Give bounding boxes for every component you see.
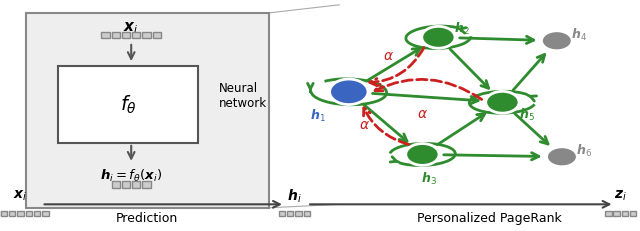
Text: $\boldsymbol{x}_i$: $\boldsymbol{x}_i$ xyxy=(124,20,139,36)
Text: Personalized PageRank: Personalized PageRank xyxy=(417,211,562,224)
Bar xyxy=(132,33,140,39)
Ellipse shape xyxy=(541,32,572,52)
Bar xyxy=(34,211,40,216)
Bar xyxy=(296,211,302,216)
Text: $\boldsymbol{h}_5$: $\boldsymbol{h}_5$ xyxy=(519,106,534,122)
Bar xyxy=(111,33,120,39)
Bar xyxy=(142,33,150,39)
Text: $\boldsymbol{h}_2$: $\boldsymbol{h}_2$ xyxy=(454,21,469,37)
Text: $\boldsymbol{x}_i$: $\boldsymbol{x}_i$ xyxy=(13,188,28,202)
Ellipse shape xyxy=(330,80,368,105)
Text: $\boldsymbol{z}_i$: $\boldsymbol{z}_i$ xyxy=(614,188,627,202)
Text: $\boldsymbol{h}_i = f_\theta(\boldsymbol{x}_i)$: $\boldsymbol{h}_i = f_\theta(\boldsymbol… xyxy=(100,167,163,184)
Bar xyxy=(42,211,49,216)
Text: Neural
network: Neural network xyxy=(219,82,267,110)
Text: $\boldsymbol{h}_3$: $\boldsymbol{h}_3$ xyxy=(421,170,436,186)
Bar xyxy=(614,211,620,216)
Bar xyxy=(304,211,310,216)
Text: $\alpha$: $\alpha$ xyxy=(383,49,394,62)
Bar xyxy=(101,33,110,39)
Bar xyxy=(26,211,32,216)
Bar xyxy=(152,33,161,39)
Text: $f_\theta$: $f_\theta$ xyxy=(120,93,136,116)
Bar xyxy=(122,182,131,188)
Bar xyxy=(279,211,285,216)
Text: $\boldsymbol{h}_i$: $\boldsymbol{h}_i$ xyxy=(287,187,301,204)
Bar xyxy=(1,211,7,216)
FancyBboxPatch shape xyxy=(26,14,269,208)
Text: $\boldsymbol{h}_4$: $\boldsymbol{h}_4$ xyxy=(570,27,587,43)
Bar xyxy=(605,211,612,216)
Bar xyxy=(17,211,24,216)
Bar xyxy=(630,211,636,216)
Bar xyxy=(9,211,15,216)
Text: $\alpha$: $\alpha$ xyxy=(417,106,428,120)
Bar xyxy=(122,33,131,39)
Bar xyxy=(111,182,120,188)
Text: $\boldsymbol{h}_1$: $\boldsymbol{h}_1$ xyxy=(310,107,326,124)
Ellipse shape xyxy=(406,144,439,166)
Ellipse shape xyxy=(486,92,519,114)
Bar xyxy=(622,211,628,216)
Bar xyxy=(142,182,150,188)
Text: Prediction: Prediction xyxy=(116,211,179,224)
Ellipse shape xyxy=(547,147,577,167)
Text: $\boldsymbol{h}_6$: $\boldsymbol{h}_6$ xyxy=(575,142,592,158)
Bar xyxy=(132,182,141,188)
Bar xyxy=(287,211,294,216)
Ellipse shape xyxy=(422,27,455,49)
FancyBboxPatch shape xyxy=(58,67,198,143)
Text: $\alpha$: $\alpha$ xyxy=(359,118,371,132)
